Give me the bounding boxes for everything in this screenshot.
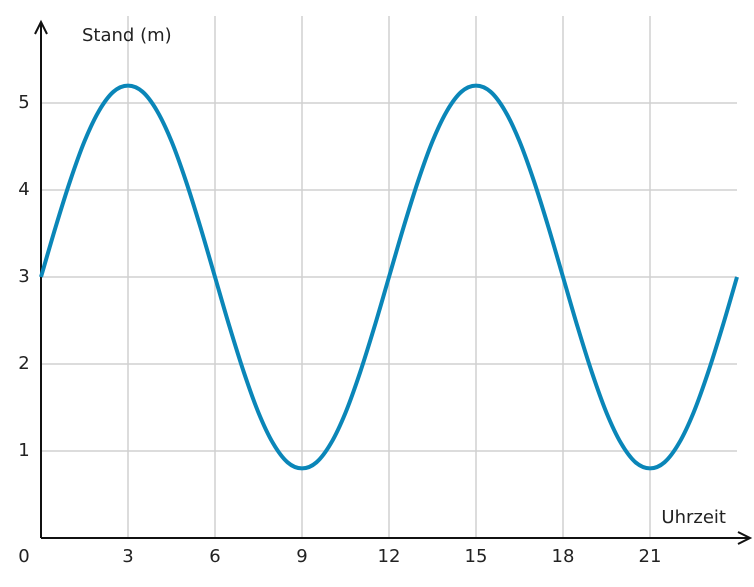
x-tick-label: 0 <box>18 546 29 567</box>
x-tick-label: 12 <box>378 546 401 567</box>
grid <box>41 16 737 538</box>
x-axis-label: Uhrzeit <box>661 507 726 528</box>
x-tick-label: 3 <box>122 546 133 567</box>
x-tick-label: 6 <box>209 546 220 567</box>
x-tick-label: 18 <box>552 546 575 567</box>
y-axis-label: Stand (m) <box>82 25 172 46</box>
x-tick-label: 15 <box>465 546 488 567</box>
y-tick-label: 2 <box>18 353 29 374</box>
x-tick-label: 21 <box>639 546 662 567</box>
y-axis-arrow <box>34 19 48 35</box>
line-series <box>39 83 739 471</box>
y-tick-label: 5 <box>18 92 29 113</box>
x-axis-arrow <box>737 531 753 545</box>
y-tick-label: 4 <box>18 179 29 200</box>
x-tick-label: 9 <box>296 546 307 567</box>
y-tick-label: 1 <box>18 440 29 461</box>
y-tick-label: 3 <box>18 266 29 287</box>
